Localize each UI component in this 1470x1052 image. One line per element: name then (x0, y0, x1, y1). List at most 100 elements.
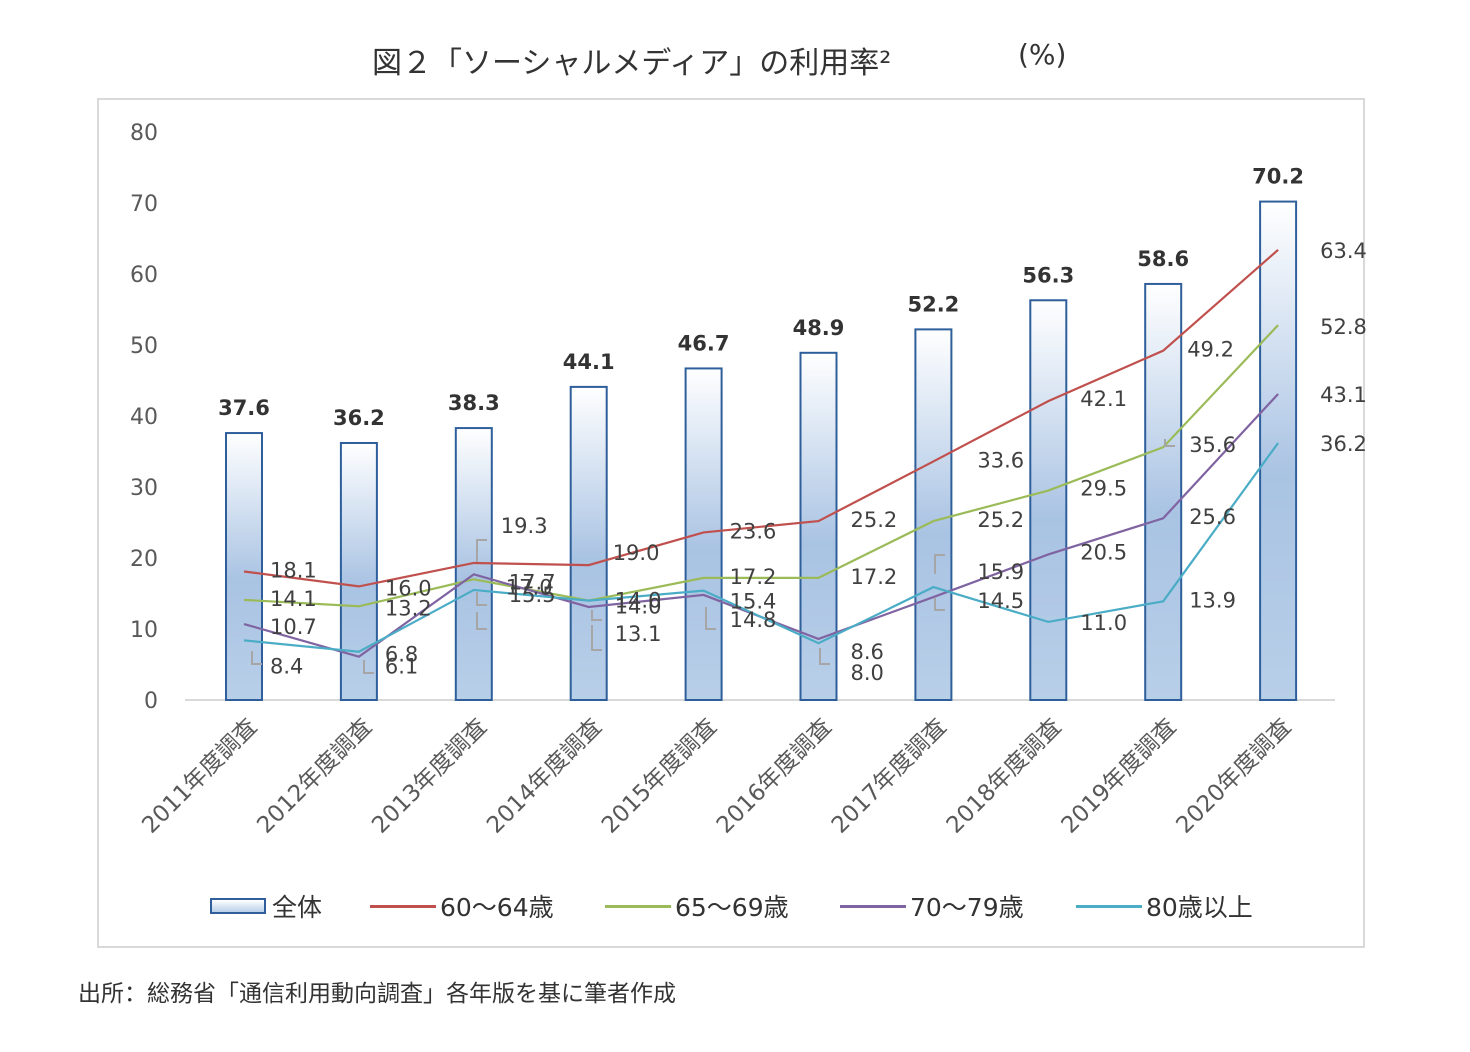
y-tick-label: 10 (130, 618, 158, 643)
series-line-s60 (243, 249, 1279, 588)
line-data-label-s60: 49.2 (1187, 338, 1234, 362)
source-note: 出所：総務省「通信利用動向調査」各年版を基に筆者作成 (78, 981, 676, 1007)
unit-label: (%) (1018, 38, 1067, 71)
label-leader-line (476, 612, 487, 630)
legend-swatch-70-79 (840, 904, 906, 908)
legend-label-70-79: 70～79歳 (910, 893, 1024, 922)
y-tick-label: 50 (130, 334, 158, 359)
line-data-label-s80: 6.8 (385, 643, 418, 667)
bar-data-label: 58.6 (1137, 247, 1189, 271)
label-leader-line (476, 592, 487, 606)
legend-swatch-60-64 (370, 904, 436, 908)
line-data-label-s60: 19.0 (613, 541, 660, 565)
line-data-label-s65: 13.2 (385, 596, 432, 620)
line-data-label-s65: 17.0 (506, 575, 553, 599)
line-data-label-s70: 14.8 (730, 608, 777, 632)
line-data-label-s60: 63.4 (1320, 239, 1367, 263)
series-line-s65 (243, 324, 1279, 608)
bar-data-label: 48.9 (793, 316, 845, 340)
x-tick-label: 2017年度調査 (827, 714, 952, 839)
line-data-label-s80: 13.9 (1189, 588, 1236, 612)
x-tick-label: 2014年度調査 (482, 714, 607, 839)
legend-swatch-65-69 (605, 904, 671, 908)
bar-total (799, 351, 838, 701)
line-data-label-s70: 10.7 (270, 615, 317, 639)
label-leader-line (819, 648, 830, 665)
line-data-label-s60: 25.2 (851, 508, 898, 532)
line-data-label-s65: 35.6 (1189, 433, 1236, 457)
label-leader-line (591, 625, 602, 651)
chart-title: 図２「ソーシャルメディア」の利用率² (372, 46, 892, 81)
line-data-label-s65: 25.2 (977, 508, 1024, 532)
bar-data-label: 52.2 (907, 292, 959, 316)
line-data-label-s60: 33.6 (977, 448, 1024, 472)
bar-data-label: 70.2 (1252, 165, 1304, 189)
legend-item-60-64: 60～64歳 (370, 888, 554, 924)
label-leader-line (934, 554, 945, 574)
line-data-label-s80: 14.0 (615, 595, 662, 619)
x-tick-label: 2020年度調査 (1172, 714, 1297, 839)
label-leader-line (363, 660, 374, 674)
y-tick-label: 30 (130, 476, 158, 501)
figure-title: 図２「ソーシャルメディア」の利用率² (%) (0, 38, 1470, 81)
y-tick-label: 60 (130, 263, 158, 288)
line-data-label-s65: 29.5 (1080, 477, 1127, 501)
bar-total (684, 367, 723, 701)
legend-item-80-plus: 80歳以上 (1076, 888, 1253, 924)
legend-label-80-plus: 80歳以上 (1146, 893, 1253, 922)
legend-label-65-69: 65～69歳 (675, 893, 789, 922)
line-data-label-s65: 14.0 (615, 589, 662, 613)
line-data-label-s80: 11.0 (1080, 611, 1127, 635)
label-leader-line (251, 651, 262, 665)
line-data-label-s65: 14.1 (270, 587, 317, 611)
chart-legend: 全体 60～64歳 65～69歳 70～79歳 80歳以上 (210, 888, 1310, 924)
line-data-label-s70: 43.1 (1320, 383, 1367, 407)
line-data-label-s80: 15.5 (509, 583, 556, 607)
x-tick-label: 2019年度調査 (1057, 714, 1182, 839)
bar-total (339, 441, 378, 701)
line-data-label-s80: 8.4 (270, 654, 303, 678)
bar-data-label: 37.6 (218, 396, 270, 420)
line-data-label-s60: 23.6 (730, 519, 777, 543)
x-tick-label: 2015年度調査 (597, 714, 722, 839)
legend-label-total: 全体 (272, 893, 323, 922)
line-data-label-s70: 6.1 (385, 655, 418, 679)
x-tick-label: 2013年度調査 (367, 714, 492, 839)
line-data-label-s60: 42.1 (1080, 387, 1127, 411)
x-tick-label: 2018年度調査 (942, 714, 1067, 839)
line-data-label-s70: 20.5 (1080, 540, 1127, 564)
bar-data-label: 56.3 (1022, 263, 1074, 287)
line-data-label-s65: 17.2 (730, 565, 777, 589)
label-leader-line (591, 610, 602, 621)
y-tick-label: 0 (144, 689, 158, 714)
legend-item-65-69: 65～69歳 (605, 888, 789, 924)
line-data-label-s80: 15.4 (730, 590, 777, 614)
bar-data-label: 44.1 (563, 350, 615, 374)
label-leader-line (934, 598, 945, 611)
legend-item-70-79: 70～79歳 (840, 888, 1024, 924)
y-tick-label: 70 (130, 192, 158, 217)
bar-total (914, 328, 953, 701)
line-data-label-s70: 14.5 (977, 589, 1024, 613)
series-line-s80 (243, 442, 1279, 653)
label-leader-line (705, 607, 716, 630)
y-tick-label: 40 (130, 405, 158, 430)
label-leader-line (1164, 439, 1175, 447)
line-data-label-s80: 36.2 (1320, 432, 1367, 456)
y-tick-label: 20 (130, 547, 158, 572)
line-data-label-s70: 13.1 (615, 622, 662, 646)
legend-swatch-total (210, 898, 266, 914)
line-data-label-s70: 8.6 (851, 640, 884, 664)
bar-data-label: 46.7 (678, 331, 730, 355)
y-tick-label: 80 (130, 121, 158, 146)
line-data-label-s80: 8.0 (851, 661, 884, 685)
line-data-label-s80: 15.9 (977, 560, 1024, 584)
bar-data-label: 38.3 (448, 391, 500, 415)
label-leader-line (476, 539, 487, 562)
x-tick-label: 2012年度調査 (252, 714, 377, 839)
bar-total (1029, 299, 1068, 701)
line-data-label-s60: 19.3 (501, 514, 548, 538)
bar-total (569, 385, 608, 701)
line-data-label-s60: 16.0 (385, 576, 432, 600)
